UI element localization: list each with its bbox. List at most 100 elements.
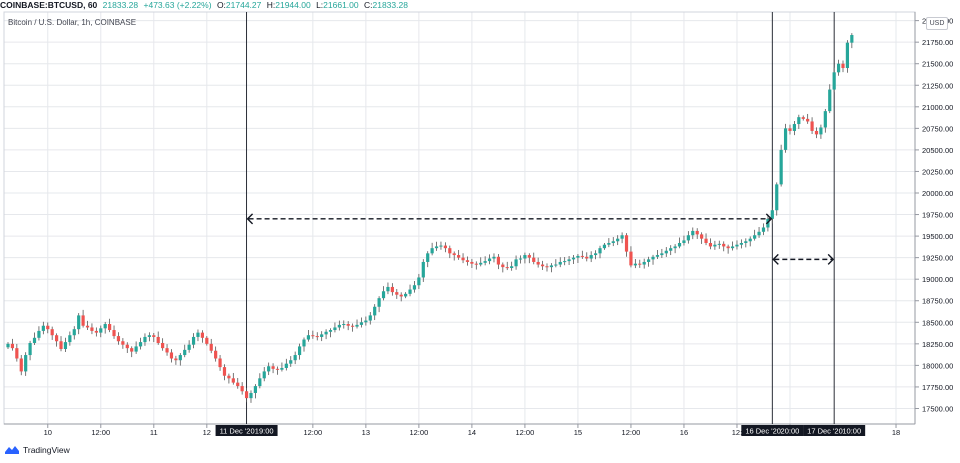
- candle-body: [788, 128, 792, 131]
- price-tick-label: 17500.00: [922, 404, 953, 413]
- time-tick-label: 15: [574, 428, 582, 437]
- candle-body: [289, 360, 293, 364]
- candle-body: [315, 336, 319, 338]
- currency-badge[interactable]: USD: [926, 17, 948, 30]
- candle-body: [324, 331, 328, 335]
- candle-body: [240, 386, 244, 392]
- candle-body: [275, 368, 280, 370]
- candle-body: [814, 130, 819, 135]
- candle-body: [465, 260, 470, 262]
- price-tick-label: 20500.00: [922, 146, 953, 155]
- time-tick-label: 12:00: [303, 428, 322, 437]
- time-badge-date: 11 Dec '20: [220, 427, 255, 436]
- time-tick-label: 12:: [732, 428, 742, 437]
- symbol-info-bar: COINBASE:BTCUSD, 60 21833.28 +473.63 (+2…: [0, 0, 960, 10]
- candle-body: [412, 285, 417, 290]
- candle-body: [806, 118, 810, 122]
- price-tick-label: 20250.00: [922, 167, 953, 176]
- candle-body: [479, 262, 483, 265]
- vertical-lines[interactable]: [246, 12, 835, 424]
- measure-arrowhead-right: [827, 253, 835, 265]
- time-tick-label: 12: [203, 428, 211, 437]
- symbol-label[interactable]: COINBASE:BTCUSD, 60: [0, 0, 98, 10]
- candle-body: [571, 257, 576, 260]
- candle-body: [841, 63, 845, 69]
- price-tick-label: 17750.00: [922, 383, 953, 392]
- candle-body: [196, 332, 200, 337]
- candle-body: [700, 234, 704, 239]
- candle-body: [430, 248, 434, 254]
- candle-body: [161, 342, 165, 349]
- candle-body: [169, 352, 174, 359]
- candle-body: [470, 261, 474, 264]
- candle-body: [297, 346, 302, 356]
- candle-body: [368, 315, 372, 321]
- candle-body: [660, 253, 664, 256]
- candle-body: [523, 255, 527, 259]
- candle-body: [655, 255, 660, 257]
- price-tick-label: 21750.00: [922, 38, 953, 47]
- candle-body: [404, 293, 408, 297]
- time-badge-bg: [741, 425, 804, 436]
- candle-body: [647, 259, 651, 262]
- candle-body: [682, 240, 686, 243]
- price-tick-label: 21000.00: [922, 103, 953, 112]
- candle-body: [103, 324, 107, 329]
- candle-body: [205, 337, 209, 344]
- candle-body: [549, 265, 554, 268]
- candle-body: [209, 343, 213, 351]
- candle-body: [271, 366, 275, 369]
- time-tick-label: 10: [44, 428, 52, 437]
- time-tick-label: 14: [468, 428, 476, 437]
- time-badge-time: 20:00: [781, 427, 800, 436]
- candle-body: [691, 230, 695, 236]
- candle-body: [845, 42, 850, 69]
- candle-body: [850, 35, 854, 43]
- candle-body: [492, 256, 496, 259]
- candle-body: [258, 378, 262, 387]
- candle-body: [187, 344, 191, 350]
- time-tick-label: 12:00: [622, 428, 641, 437]
- candle-body: [770, 210, 774, 219]
- tradingview-brand: TradingView: [23, 445, 70, 455]
- candle-body: [695, 230, 699, 235]
- candle-body: [580, 255, 584, 257]
- candle-body: [63, 342, 68, 350]
- time-badge-date: 16 Dec '20: [745, 427, 781, 436]
- candle-body: [797, 117, 801, 125]
- candle-body: [779, 149, 783, 185]
- candle-body: [558, 261, 562, 265]
- candle-body: [267, 366, 271, 372]
- candle-body: [130, 348, 134, 352]
- candle-body: [496, 256, 500, 265]
- candle-body: [426, 253, 430, 262]
- candle-body: [761, 227, 766, 232]
- candle-body: [448, 248, 452, 254]
- candle-body: [417, 277, 421, 286]
- candle-body: [138, 342, 143, 347]
- price-axis[interactable]: 17500.00 17750.00 18000.00 18250.00 18500.00…: [915, 17, 953, 414]
- tradingview-logo-icon: [5, 446, 19, 454]
- price-tick-label: 18750.00: [922, 297, 953, 306]
- candle-body: [90, 327, 94, 331]
- candle-body: [24, 355, 28, 372]
- candle-body: [346, 324, 350, 326]
- candle-body: [19, 358, 23, 372]
- time-tick-label: 12:00: [91, 428, 110, 437]
- tradingview-footer[interactable]: TradingView: [4, 445, 70, 455]
- candle-body: [518, 258, 523, 260]
- price-tick-label: 18500.00: [922, 318, 953, 327]
- candle-body: [801, 117, 805, 119]
- close-label: C:: [364, 0, 373, 10]
- candle-body: [68, 335, 72, 343]
- time-badge-bg: [215, 425, 278, 436]
- candle-body: [54, 335, 59, 342]
- measure-arrows[interactable]: [246, 213, 835, 265]
- candle-body: [381, 291, 386, 299]
- candles: [6, 33, 854, 403]
- high-value: 21944.00: [275, 0, 311, 10]
- candle-body: [753, 235, 757, 239]
- candle-body: [218, 358, 222, 368]
- candle-body: [85, 325, 90, 328]
